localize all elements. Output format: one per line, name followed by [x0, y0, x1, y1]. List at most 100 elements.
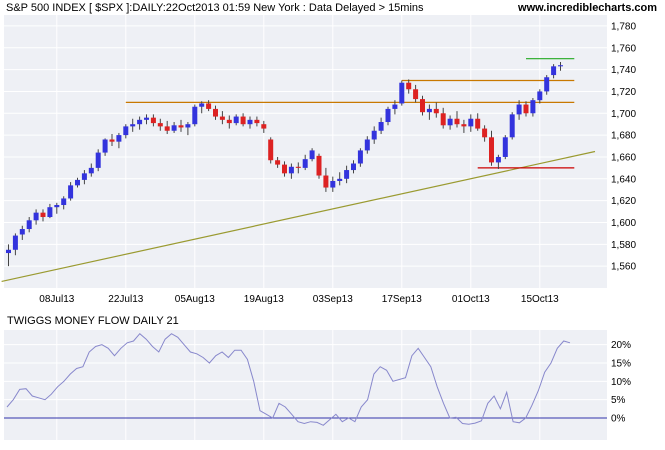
candle-body: [489, 137, 494, 163]
candle: [6, 244, 11, 267]
price-grid: [4, 15, 607, 288]
candle: [81, 170, 87, 185]
candle: [378, 117, 384, 135]
candle: [302, 154, 308, 171]
candle-body: [123, 126, 129, 136]
candle-body: [482, 128, 488, 138]
price-tick-label: 1,780: [611, 21, 636, 32]
site-link[interactable]: www.incrediblecharts.com: [518, 2, 657, 14]
candle: [157, 118, 163, 131]
price-tick-label: 1,760: [611, 43, 636, 54]
price-tick-label: 1,620: [611, 196, 636, 207]
candle-body: [247, 119, 253, 125]
candle-body: [102, 139, 108, 153]
candle-body: [54, 205, 60, 208]
candle-body: [75, 179, 80, 186]
date-tick-label: 15Oct13: [521, 294, 559, 305]
candle-body: [137, 119, 143, 125]
candle: [392, 100, 398, 115]
indicator-tick-label: 5%: [611, 395, 626, 406]
candle-body: [288, 166, 294, 174]
candle: [364, 136, 370, 154]
candle-body: [81, 173, 87, 180]
candle-body: [226, 119, 232, 124]
price-tick-label: 1,740: [611, 65, 636, 76]
candle-body: [40, 212, 46, 218]
candle: [261, 120, 267, 133]
candle-body: [171, 125, 177, 131]
candle-body: [537, 91, 543, 101]
candle-body: [509, 114, 515, 138]
candle: [61, 196, 67, 210]
candle-body: [530, 100, 536, 114]
candle-body: [233, 116, 239, 124]
candle-body: [316, 155, 322, 176]
candle: [316, 153, 322, 179]
candle: [199, 101, 205, 114]
candle: [54, 202, 60, 214]
candle: [68, 182, 74, 201]
candle-body: [371, 130, 377, 140]
candle-body: [150, 117, 156, 124]
price-tick-label: 1,580: [611, 240, 636, 251]
candle: [102, 138, 108, 156]
candle: [247, 116, 253, 129]
candle-body: [261, 124, 267, 129]
candle-body: [116, 135, 122, 142]
price-reference-lines: [1, 58, 596, 283]
candle: [461, 119, 467, 133]
candle: [385, 106, 391, 126]
candle: [489, 130, 494, 166]
candle: [357, 148, 363, 167]
candle: [275, 156, 281, 168]
candle: [371, 126, 377, 144]
candle-body: [502, 137, 508, 157]
candle-body: [406, 82, 412, 90]
candle-body: [282, 164, 287, 174]
candle-body: [475, 118, 481, 129]
candle: [295, 162, 301, 174]
candle-body: [420, 99, 425, 113]
date-tick-label: 01Oct13: [452, 294, 490, 305]
candle-body: [447, 118, 453, 126]
candle: [185, 122, 191, 136]
candle: [309, 148, 315, 162]
candle: [516, 100, 522, 120]
candle-body: [206, 103, 212, 109]
candle: [426, 104, 432, 120]
candle: [330, 176, 336, 192]
candle-body: [254, 119, 260, 124]
candle: [544, 75, 550, 95]
candle: [551, 64, 557, 79]
candle-body: [357, 150, 363, 164]
money-flow-series: [6, 332, 571, 426]
price-tick-label: 1,680: [611, 131, 636, 142]
candle-body: [268, 139, 274, 161]
candle: [12, 233, 18, 256]
candle-body: [344, 170, 350, 179]
candle-body: [68, 185, 74, 199]
candle: [351, 160, 356, 174]
candle: [19, 225, 25, 240]
indicator-tick-label: 10%: [611, 377, 631, 388]
candle: [171, 122, 177, 133]
indicator-panel-background: [4, 330, 607, 440]
price-tick-label: 1,660: [611, 152, 636, 163]
candle: [468, 114, 474, 132]
candle-body: [385, 108, 391, 123]
candle: [288, 163, 294, 179]
candle: [344, 165, 350, 184]
candle-body: [433, 108, 439, 114]
date-tick-label: 17Sep13: [382, 294, 422, 305]
candle-body: [544, 77, 550, 92]
candle-body: [240, 116, 246, 125]
candle-body: [330, 180, 336, 188]
candle: [454, 111, 460, 128]
candle-body: [551, 66, 557, 76]
candle: [323, 167, 329, 192]
candle: [558, 61, 563, 71]
indicator-tick-label: 0%: [611, 414, 626, 425]
candle: [413, 84, 419, 103]
candle-body: [295, 166, 301, 168]
candle: [26, 217, 32, 233]
